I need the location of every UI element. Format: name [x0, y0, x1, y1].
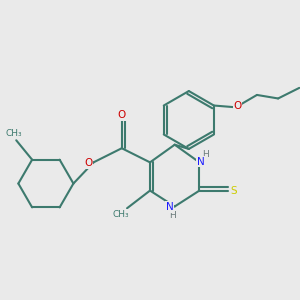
Text: CH₃: CH₃ — [5, 129, 22, 138]
Text: O: O — [84, 158, 92, 168]
Text: O: O — [233, 100, 242, 110]
Text: H: H — [202, 150, 209, 159]
Text: N: N — [197, 157, 205, 166]
Text: O: O — [118, 110, 126, 120]
Text: N: N — [166, 202, 173, 212]
Text: S: S — [231, 186, 237, 196]
Text: H: H — [169, 211, 176, 220]
Text: CH₃: CH₃ — [112, 210, 129, 219]
